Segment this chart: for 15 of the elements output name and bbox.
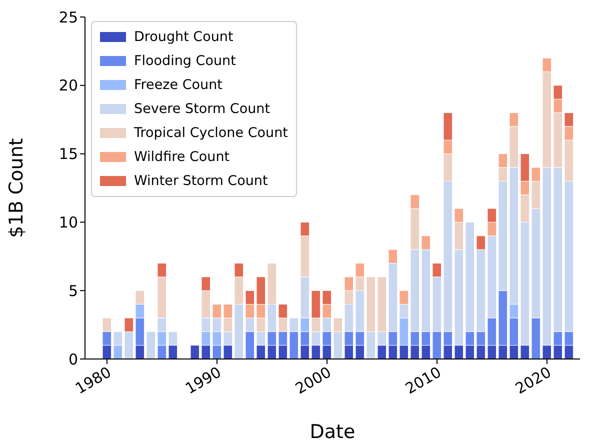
legend-label: Severe Storm Count xyxy=(134,100,270,119)
legend-label: Wildfire Count xyxy=(134,148,230,167)
legend-label: Winter Storm Count xyxy=(134,172,268,191)
y-tick-label: 10 xyxy=(58,214,78,232)
legend-label: Tropical Cyclone Count xyxy=(134,124,288,143)
y-tick-label: 5 xyxy=(68,282,78,300)
y-tick-label: 0 xyxy=(68,350,78,368)
y-tick-label: 20 xyxy=(58,76,78,95)
x-axis-title: Date xyxy=(310,421,356,440)
y-tick-label: 15 xyxy=(58,145,78,164)
legend-label: Flooding Count xyxy=(134,52,236,71)
legend-label: Freeze Count xyxy=(134,76,222,95)
legend-label: Drought Count xyxy=(134,28,234,47)
y-axis-title: $1B Count xyxy=(6,138,28,238)
y-tick-label: 25 xyxy=(58,8,78,26)
